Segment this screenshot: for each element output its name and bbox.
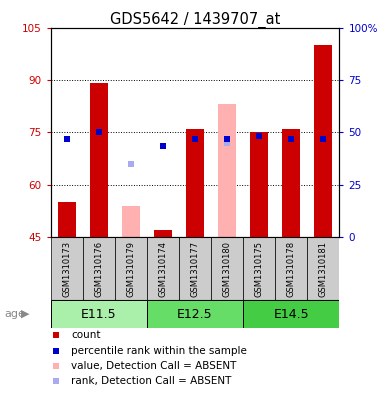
Bar xyxy=(282,129,300,237)
Text: GSM1310181: GSM1310181 xyxy=(319,241,328,297)
Text: ▶: ▶ xyxy=(21,309,30,319)
Bar xyxy=(122,206,140,237)
Text: value, Detection Call = ABSENT: value, Detection Call = ABSENT xyxy=(71,361,237,371)
Text: percentile rank within the sample: percentile rank within the sample xyxy=(71,346,247,356)
Text: rank, Detection Call = ABSENT: rank, Detection Call = ABSENT xyxy=(71,376,232,386)
Bar xyxy=(154,230,172,237)
Text: GSM1310175: GSM1310175 xyxy=(255,241,264,297)
Text: GSM1310176: GSM1310176 xyxy=(94,241,103,297)
Bar xyxy=(250,132,268,237)
Text: GSM1310177: GSM1310177 xyxy=(190,241,200,297)
Bar xyxy=(115,237,147,301)
Bar xyxy=(211,237,243,301)
Text: GSM1310178: GSM1310178 xyxy=(287,241,296,297)
Text: E11.5: E11.5 xyxy=(81,308,117,321)
Text: GSM1310180: GSM1310180 xyxy=(223,241,232,297)
Bar xyxy=(51,237,83,301)
Bar xyxy=(186,129,204,237)
Bar xyxy=(90,83,108,237)
Bar xyxy=(51,301,147,328)
Text: count: count xyxy=(71,330,101,340)
Bar xyxy=(307,237,339,301)
Bar xyxy=(179,237,211,301)
Bar xyxy=(243,301,339,328)
Bar xyxy=(83,237,115,301)
Bar xyxy=(243,237,275,301)
Bar xyxy=(147,237,179,301)
Bar xyxy=(275,237,307,301)
Text: GSM1310173: GSM1310173 xyxy=(62,241,71,297)
Bar xyxy=(147,301,243,328)
Text: age: age xyxy=(4,309,25,319)
Text: GSM1310174: GSM1310174 xyxy=(158,241,167,297)
Bar xyxy=(314,45,332,237)
Text: E14.5: E14.5 xyxy=(273,308,309,321)
Text: GSM1310179: GSM1310179 xyxy=(126,241,135,297)
Text: E12.5: E12.5 xyxy=(177,308,213,321)
Title: GDS5642 / 1439707_at: GDS5642 / 1439707_at xyxy=(110,11,280,28)
Bar xyxy=(58,202,76,237)
Bar xyxy=(218,105,236,237)
